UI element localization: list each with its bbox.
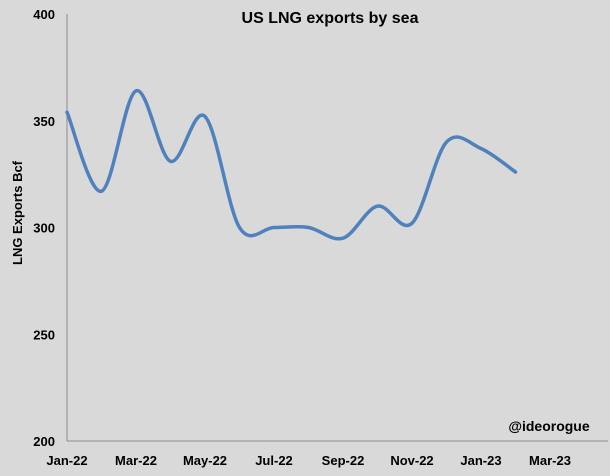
x-tick-label: Jul-22 <box>255 453 293 468</box>
y-tick-label: 250 <box>33 327 55 342</box>
x-tick-label: May-22 <box>183 453 227 468</box>
x-tick-label: Jan-22 <box>46 453 87 468</box>
y-tick-labels: 200 250 300 350 400 <box>33 7 55 449</box>
watermark-annotation: @ideorogue <box>508 418 590 434</box>
x-tick-label: Mar-22 <box>115 453 157 468</box>
x-tick-labels: Jan-22 Mar-22 May-22 Jul-22 Sep-22 Nov-22 Jan-… <box>46 453 571 468</box>
chart-title: US LNG exports by sea <box>242 10 419 27</box>
y-tick-label: 350 <box>33 114 55 129</box>
x-tick-label: Mar-23 <box>529 453 571 468</box>
y-tick-label: 300 <box>33 221 55 236</box>
y-tick-label: 200 <box>33 434 55 449</box>
x-tick-label: Nov-22 <box>390 453 433 468</box>
x-tick-label: Sep-22 <box>322 453 365 468</box>
series-line <box>65 89 518 241</box>
y-axis-label: LNG Exports Bcf <box>10 160 25 265</box>
x-tick-label: Jan-23 <box>460 453 501 468</box>
y-tick-label: 400 <box>33 7 55 22</box>
